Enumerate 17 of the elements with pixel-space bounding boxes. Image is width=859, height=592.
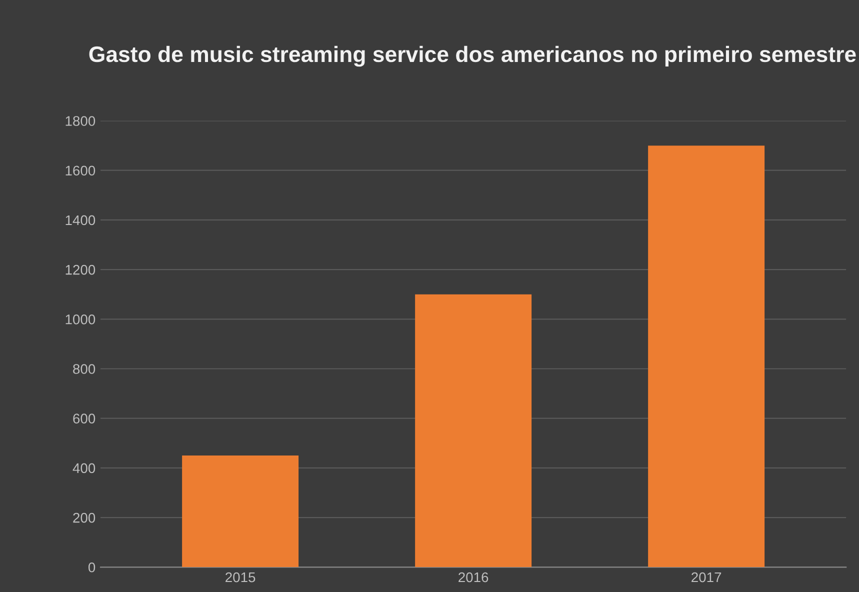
chart-title: Gasto de music streaming service dos americanos no primeiro semestre <box>89 46 856 67</box>
y-tick-label: 400 <box>72 463 96 474</box>
y-tick-label: 600 <box>73 414 96 424</box>
x-tick-label: 2016 <box>458 572 488 582</box>
y-tick-label: 200 <box>73 512 96 523</box>
x-tick-label: 2015 <box>226 572 256 582</box>
x-tick-label: 2017 <box>692 572 722 582</box>
y-tick-label: 800 <box>73 364 96 374</box>
y-tick-label: 1600 <box>66 166 96 176</box>
y-tick-label: 0 <box>88 562 96 572</box>
y-tick-label: 1800 <box>66 116 96 126</box>
bar <box>182 456 299 568</box>
bar <box>648 146 765 568</box>
y-tick-label: 1200 <box>66 264 96 275</box>
y-tick-label: 1400 <box>66 215 96 226</box>
bar <box>415 294 532 568</box>
y-tick-label: 1000 <box>66 314 96 324</box>
